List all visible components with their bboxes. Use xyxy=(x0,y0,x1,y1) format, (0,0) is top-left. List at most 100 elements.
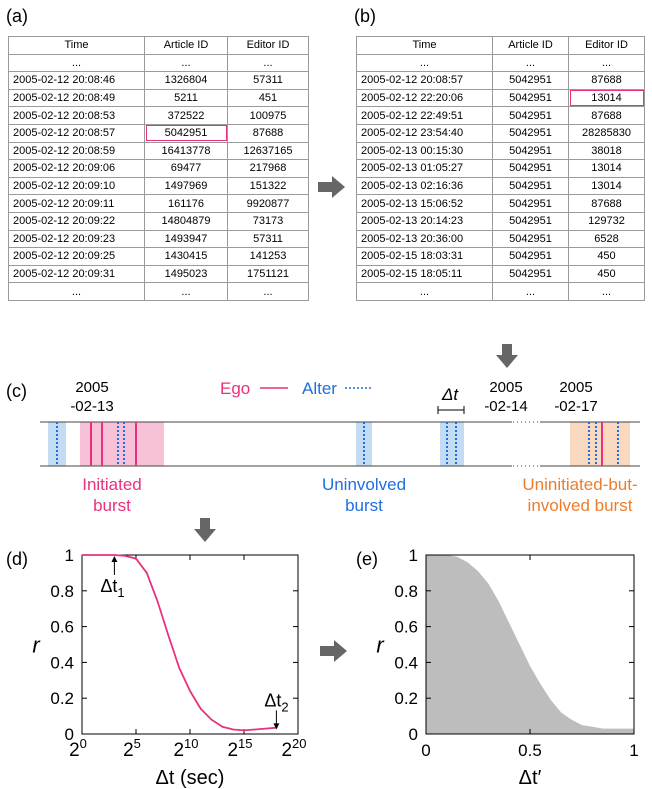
arrow-right-icon xyxy=(318,176,345,198)
data-point xyxy=(156,600,159,603)
y-tick-label: 0.2 xyxy=(50,689,74,708)
article-id-cell: 5042951 xyxy=(144,123,228,143)
editor-id-cell: 6528 xyxy=(568,229,645,249)
date-label-monthday: -02-13 xyxy=(70,398,113,415)
data-point xyxy=(189,690,191,692)
date-label-year: 2005 xyxy=(75,379,108,396)
editor-id-cell: 57311 xyxy=(227,229,309,249)
alter-legend-label: Alter xyxy=(302,379,337,398)
data-point xyxy=(102,554,105,556)
time-cell: 2005-02-12 20:09:23 xyxy=(8,229,145,249)
uninitiated-burst-background xyxy=(570,422,630,466)
article-id-cell: 5042951 xyxy=(492,123,569,143)
article-id-cell: 5042951 xyxy=(492,159,569,178)
editor-id-cell: 1751121 xyxy=(227,264,309,284)
table-row: 2005-02-12 20:08:57 5042951 87688 xyxy=(356,71,645,90)
table-row: 2005-02-13 20:14:23 5042951 129732 xyxy=(356,211,645,231)
chart-e: 0 0.2 0.4 0.6 0.8 1 0 0.5 1 Δt′ r xyxy=(376,546,638,789)
y-tick-label: 0.4 xyxy=(394,653,418,672)
column-header-time: Time xyxy=(8,36,145,55)
panel-label-a: (a) xyxy=(6,6,28,26)
table-row: 2005-02-13 15:06:52 5042951 87688 xyxy=(356,194,645,213)
y-axis-label: r xyxy=(32,633,41,658)
ellipsis-cell: ... xyxy=(568,282,645,301)
article-id-cell: 5042951 xyxy=(492,176,569,196)
table-row: 2005-02-12 20:09:22 14804879 73173 xyxy=(8,211,309,231)
x-axis-label: Δt′ xyxy=(519,767,542,789)
editor-id-cell: 13014 xyxy=(568,159,645,178)
arrow-down-icon xyxy=(194,518,216,542)
y-tick-label: 1 xyxy=(65,546,74,565)
editor-id-cell: 28285830 xyxy=(568,123,645,143)
table-row: 2005-02-12 20:08:49 5211 451 xyxy=(8,88,309,108)
ellipsis-cell: ... xyxy=(144,282,228,301)
table-row: 2005-02-15 18:05:11 5042951 450 xyxy=(356,264,645,284)
article-id-cell: 5042951 xyxy=(492,194,569,213)
table-row-ellipsis: ......... xyxy=(8,53,309,73)
article-id-cell: 5042951 xyxy=(492,106,569,125)
article-id-cell: 5042951 xyxy=(492,264,569,284)
editor-id-cell: 12637165 xyxy=(227,141,309,161)
time-cell: 2005-02-12 20:08:59 xyxy=(8,141,145,161)
data-point xyxy=(81,554,83,556)
data-point xyxy=(113,554,116,556)
table-row: 2005-02-12 20:08:53 372522 100975 xyxy=(8,106,309,125)
y-tick-label: 0 xyxy=(409,725,418,744)
data-point xyxy=(124,555,126,557)
panel-label-b: (b) xyxy=(354,6,376,26)
time-cell: 2005-02-12 20:08:57 xyxy=(8,123,145,143)
time-cell: 2005-02-12 22:49:51 xyxy=(356,106,493,125)
uninitiated-burst-label: involved burst xyxy=(528,496,633,515)
uninitiated-burst-label: Uninitiated-but- xyxy=(522,475,637,494)
article-id-cell: 5042951 xyxy=(492,88,569,108)
table-row: 2005-02-13 01:05:27 5042951 13014 xyxy=(356,159,645,178)
article-id-cell: 14804879 xyxy=(144,211,228,231)
y-tick-label: 0.2 xyxy=(394,689,418,708)
burst-background-blue xyxy=(440,422,464,466)
data-point xyxy=(264,727,267,730)
data-point xyxy=(221,726,224,728)
ellipsis-cell: ... xyxy=(356,53,493,73)
time-cell: 2005-02-12 20:09:11 xyxy=(8,194,145,213)
time-cell: 2005-02-12 20:09:25 xyxy=(8,247,145,266)
y-tick-label: 1 xyxy=(409,546,418,565)
article-id-cell: 5211 xyxy=(144,88,228,108)
ellipsis-cell: ... xyxy=(8,53,145,73)
article-id-cell: 1497969 xyxy=(144,176,228,196)
time-cell: 2005-02-13 01:05:27 xyxy=(356,159,493,178)
table-row: 2005-02-12 20:08:59 16413778 12637165 xyxy=(8,141,309,161)
article-id-cell: 5042951 xyxy=(492,247,569,266)
y-axis-label: r xyxy=(376,633,385,658)
editor-id-cell: 450 xyxy=(568,247,645,266)
ego-events xyxy=(90,422,603,466)
uninvolved-burst-label: Uninvolved xyxy=(322,475,406,494)
column-header-editor-id: Editor ID xyxy=(227,36,309,55)
initiated-burst-label: burst xyxy=(93,496,131,515)
table-row: 2005-02-13 00:15:30 5042951 38018 xyxy=(356,141,645,161)
x-tick-label: 220 xyxy=(281,736,306,761)
ellipsis-cell: ... xyxy=(144,53,228,73)
timeline-diagram: Ego Alter 2005 -02-13 2005 -02-14 2005 -… xyxy=(40,379,640,515)
editor-id-cell: 141253 xyxy=(227,247,309,266)
time-cell: 2005-02-12 20:08:46 xyxy=(8,71,145,90)
initiated-burst-label: Initiated xyxy=(82,475,142,494)
ego-legend-label: Ego xyxy=(220,379,250,398)
article-id-cell: 5042951 xyxy=(492,211,569,231)
x-tick-label: 0.5 xyxy=(518,741,542,760)
time-cell: 2005-02-12 20:09:10 xyxy=(8,176,145,196)
chart-d: 0 0.2 0.4 0.6 0.8 1 20 25 210 215 220 Δt1 Δt2 Δt (sec… xyxy=(32,546,306,789)
uninvolved-burst-label: burst xyxy=(345,496,383,515)
annotation-arrowhead xyxy=(273,723,280,730)
editor-id-cell: 73173 xyxy=(227,211,309,231)
y-tick-label: 0.4 xyxy=(50,653,74,672)
ellipsis-cell: ... xyxy=(227,282,309,301)
panel-label-d: (d) xyxy=(6,549,28,569)
date-label-monthday: -02-14 xyxy=(484,398,527,415)
time-cell: 2005-02-15 18:05:11 xyxy=(356,264,493,284)
time-cell: 2005-02-13 20:14:23 xyxy=(356,211,493,231)
time-cell: 2005-02-12 20:08:49 xyxy=(8,88,145,108)
table-row-ellipsis: ......... xyxy=(8,282,309,301)
data-point xyxy=(92,554,94,556)
delta-t-label: Δt xyxy=(441,385,459,404)
x-tick-label: 1 xyxy=(629,741,638,760)
